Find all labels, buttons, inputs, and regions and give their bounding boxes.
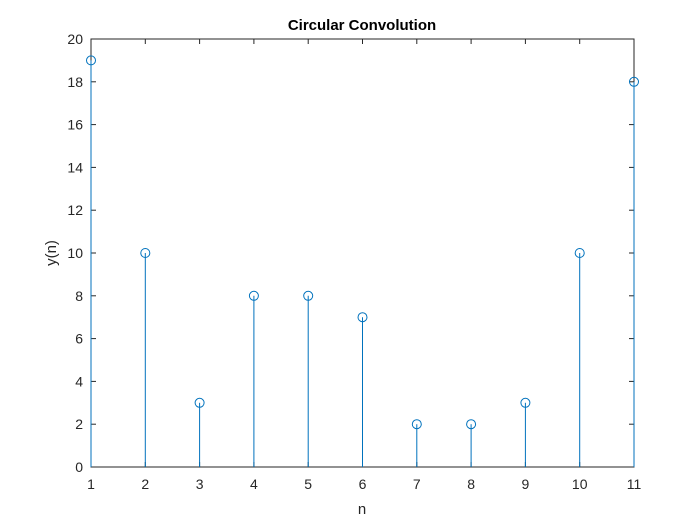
stem-marker [520, 397, 531, 408]
data-series [86, 55, 639, 467]
y-tick-label: 14 [67, 159, 83, 175]
stem-marker [574, 248, 585, 258]
y-tick-label: 0 [75, 459, 83, 475]
chart-title: Circular Convolution [288, 17, 436, 34]
stem-marker [194, 397, 205, 408]
x-tick-label: 2 [141, 476, 149, 492]
stem-marker [86, 55, 96, 66]
x-tick-label: 1 [87, 476, 95, 492]
x-tick-label: 6 [359, 476, 367, 492]
y-tick-label: 16 [67, 117, 83, 133]
x-tick-label: 7 [413, 476, 421, 492]
y-axis-label: y(n) [43, 240, 60, 266]
x-tick-label: 8 [467, 476, 475, 492]
y-tick-label: 4 [75, 373, 83, 389]
x-tick-label: 10 [572, 476, 588, 492]
stem-marker [629, 76, 639, 87]
stem-marker [466, 419, 477, 430]
y-tick-label: 12 [67, 202, 83, 218]
stem-marker [140, 248, 151, 258]
x-tick-label: 4 [250, 476, 258, 492]
x-tick-label: 11 [627, 476, 642, 492]
x-tick-label: 5 [304, 476, 312, 492]
x-tick-label: 9 [522, 476, 530, 492]
y-tick-label: 18 [67, 74, 83, 90]
y-tick-label: 10 [67, 245, 83, 261]
stem-marker [248, 290, 259, 301]
y-tick-label: 6 [75, 331, 83, 347]
x-tick-label: 3 [196, 476, 204, 492]
stem-marker [303, 290, 314, 301]
stem-marker [357, 312, 368, 323]
stem-marker [411, 419, 422, 430]
x-axis-label: n [358, 501, 366, 518]
y-tick-label: 8 [75, 288, 83, 304]
y-tick-label: 20 [67, 31, 83, 47]
y-tick-label: 2 [75, 416, 83, 432]
